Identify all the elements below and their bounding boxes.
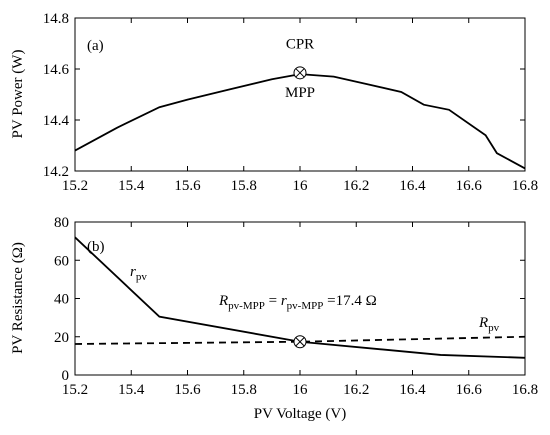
panel-a-y-tick-label: 14.4 [43,113,70,129]
panel-a-x-tick-label: 15.6 [174,178,201,194]
panel-a-x-tick-label: 15.4 [118,178,145,194]
panel-a-power-curve [74,73,526,170]
panel-b-y-ticks: 0 20 40 60 80 [54,215,525,384]
panel-a-x-tick-label: 16 [293,178,309,194]
panel-b-x-tick-label: 15.4 [118,382,145,398]
panel-b-y-tick-label: 20 [54,330,69,346]
panel-a: 15.2 15.4 15.6 15.8 16 16.2 16.4 16.6 16.8 14.21… [10,11,538,194]
panel-b-x-tick-label: 15.8 [231,382,257,398]
panel-b-axes-box [74,221,526,376]
panel-b-x-tick-label: 16.8 [512,382,538,398]
panel-b-x-tick-label: 15.2 [62,382,88,398]
rpv-label-main: r [130,264,136,280]
panel-b-x-tick-label: 16.6 [456,382,483,398]
panel-a-y-tick-label: 14.2 [43,164,69,180]
panel-b-x-tick-label: 16.2 [343,382,369,398]
panel-a-x-tick-label: 16.8 [512,178,538,194]
panel-b-x-tick-label: 15.6 [174,382,201,398]
eq-equals: = [265,293,281,309]
panel-b-y-tick-label: 80 [54,215,69,231]
rpv-label-sub: pv [136,271,148,283]
panel-b: 15.2 15.4 15.6 15.8 16 16.2 16.4 16.6 16.8 0 20 40… [10,215,538,422]
eq-mid: r [281,293,287,309]
cpr-label: CPR [286,37,314,53]
mpp-label: MPP [285,85,315,101]
eq-mid-sub: pv-MPP [287,300,324,312]
Rpv-series-label: Rpv [478,315,500,334]
panel-b-x-ticks: 15.2 15.4 15.6 15.8 16 16.2 16.4 16.6 16.8 [62,222,538,398]
panel-a-y-axis-label: PV Power (W) [10,50,26,139]
panel-a-x-tick-label: 16.6 [456,178,483,194]
panel-b-y-tick-label: 60 [54,253,69,269]
panel-b-marker-cross [295,337,305,347]
Rpv-label-main: R [478,315,488,331]
panel-b-x-tick-label: 16.4 [399,382,426,398]
panel-a-marker-cross [295,68,305,78]
panel-a-x-tick-label: 15.2 [62,178,88,194]
panel-a-tag: (a) [87,38,104,54]
eq-lhs-sub: pv-MPP [228,300,265,312]
eq-rhs: =17.4 Ω [323,293,376,309]
panel-b-mpp-marker [293,335,307,349]
panel-a-x-ticks: 15.2 15.4 15.6 15.8 16 16.2 16.4 16.6 16.8 [62,18,538,194]
panel-b-y-tick-label: 40 [54,292,69,308]
panel-a-y-tick-label: 14.6 [43,62,70,78]
panel-b-Rpv-curve [74,335,526,345]
panel-b-y-tick-label: 0 [62,368,70,384]
panel-a-y-ticks: 14.2 14.4 14.6 14.8 [43,11,525,180]
mpp-equation: Rpv-MPP = rpv-MPP =17.4 Ω [218,293,377,312]
panel-a-x-tick-label: 16.2 [343,178,369,194]
panel-b-x-tick-label: 16 [293,382,309,398]
panel-a-x-tick-label: 15.8 [231,178,257,194]
panel-b-y-axis-label: PV Resistance (Ω) [10,242,26,354]
panel-b-x-axis-label: PV Voltage (V) [254,406,347,422]
Rpv-label-sub: pv [488,322,500,334]
panel-a-y-tick-label: 14.8 [43,11,69,27]
eq-lhs: R [218,293,228,309]
panel-a-mpp-marker [293,66,307,80]
panel-a-x-tick-label: 16.4 [399,178,426,194]
panel-b-tag: (b) [87,239,105,255]
rpv-series-label: rpv [130,264,147,283]
